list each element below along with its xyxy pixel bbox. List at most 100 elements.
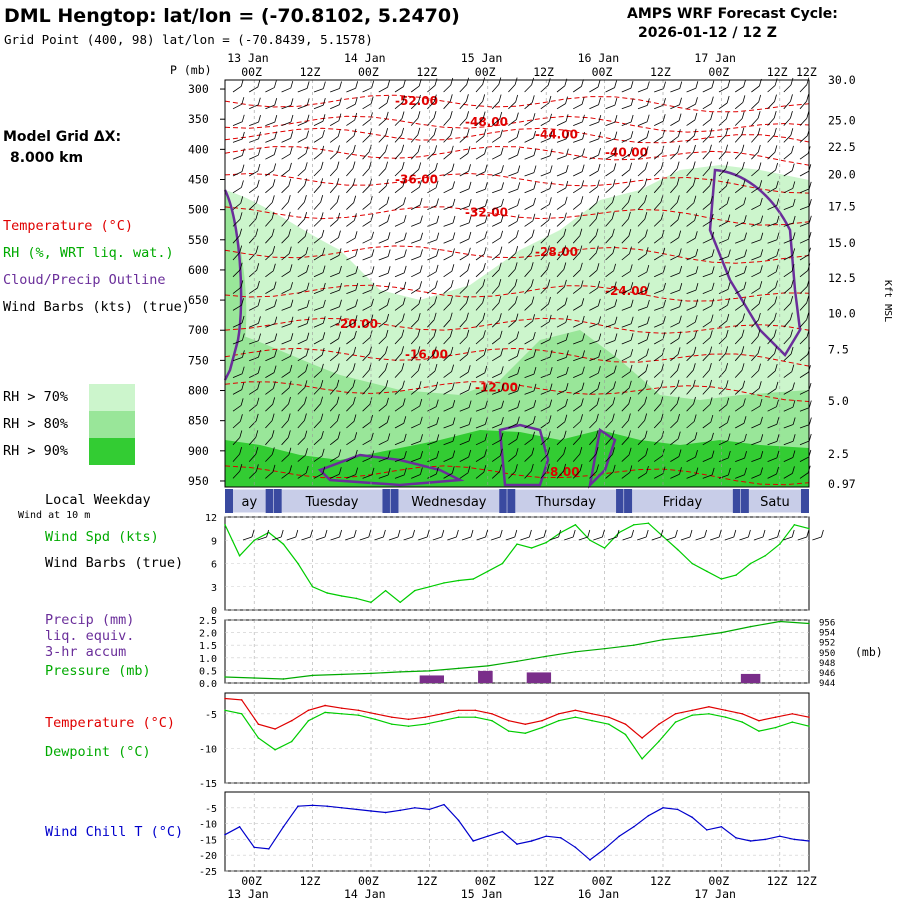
wind-barb <box>443 336 451 345</box>
wind-barb-flag <box>354 231 358 239</box>
wind-barb <box>329 386 338 395</box>
wind-barb-flag <box>402 179 406 187</box>
model-grid-value: 8.000 km <box>10 150 83 166</box>
wind-barb <box>670 185 678 194</box>
wind-barb <box>232 405 242 412</box>
weekday-label: Friday <box>663 495 703 510</box>
pressure-tick-label: 750 <box>188 353 209 367</box>
wind-barb-flag <box>355 282 359 291</box>
top-time-label: 00Z <box>241 65 262 79</box>
wind-barb <box>410 405 420 412</box>
wind-barb <box>589 471 597 479</box>
windchill-series-point <box>706 829 708 831</box>
wind-barb <box>702 289 713 294</box>
wind-barb-flag <box>532 213 536 221</box>
wind-barb <box>734 151 743 160</box>
wind-barb-flag <box>596 413 599 421</box>
wind-barb-flag <box>304 396 307 404</box>
wind-barb-flag <box>401 127 405 136</box>
height-tick-label: 22.5 <box>828 140 856 154</box>
bottom-time-label: 12Z <box>767 874 788 888</box>
wind-barb <box>734 168 743 177</box>
wind-barb <box>670 152 678 160</box>
temperature-series-point <box>574 709 577 712</box>
wind-barb-flag <box>467 263 471 271</box>
wind-barb <box>751 474 761 479</box>
wind-barb <box>265 340 275 345</box>
wind-barb-flag <box>790 329 793 337</box>
wind-barb-flag <box>790 111 793 119</box>
wind-barb <box>605 372 615 378</box>
wind-speed-series-point <box>253 539 255 542</box>
pressure-unit-label: (mb) <box>855 645 883 659</box>
dewpoint-series-point <box>791 721 794 723</box>
wind-barb-flag <box>336 161 340 169</box>
wind-barb <box>734 405 744 412</box>
wind-barb <box>653 152 663 160</box>
wind-barb-flag <box>274 316 278 324</box>
height-tick-label: 12.5 <box>828 271 856 285</box>
wind-barb <box>443 319 451 328</box>
wind-barb-flag <box>582 131 585 140</box>
top-date-label: 15 Jan <box>461 51 503 65</box>
weekday-band <box>224 488 275 514</box>
wind-barb <box>589 218 597 227</box>
pressure-series-point <box>574 650 577 653</box>
weekday-label: Satu <box>760 495 790 510</box>
wind-barb-flag <box>272 246 276 254</box>
bottom-time-label: 12Z <box>300 874 321 888</box>
temperature-series-point <box>257 723 260 725</box>
wind-barb <box>686 321 696 328</box>
surface-wind-barb-flag <box>514 529 518 538</box>
wind-barb <box>410 336 419 345</box>
wind-barb-flag <box>516 416 520 424</box>
wind-barb-flag <box>271 447 275 455</box>
wind-barb <box>443 457 453 462</box>
wind-barb-flag <box>564 279 567 288</box>
wind-barb-flag <box>582 333 585 341</box>
wind-barb-flag <box>613 365 617 373</box>
wind-barb <box>427 353 435 362</box>
wind-barb-flag <box>321 229 325 238</box>
wind-barb <box>589 287 598 294</box>
wind-barb <box>799 188 810 194</box>
wind-speed-series-point <box>501 562 504 565</box>
pressure-tick-label: 954 <box>819 629 835 639</box>
wind-barb <box>265 185 274 194</box>
windchill-series-point <box>355 808 358 811</box>
wind-barb-flag <box>417 312 421 321</box>
wind-barb <box>362 220 372 227</box>
wind-barb <box>767 222 778 227</box>
wind-barb <box>670 370 678 378</box>
wind-barb-flag <box>239 262 243 270</box>
wind-barb-flag <box>580 398 584 406</box>
wind-barb <box>232 356 243 362</box>
cycle-value: 2026-01-12 / 12 Z <box>638 25 777 41</box>
wind-barb-flag <box>565 180 569 189</box>
wind-barb <box>767 388 777 395</box>
wind-barb <box>605 235 613 244</box>
wind-barb <box>248 86 259 93</box>
wind-barb-flag <box>449 329 453 337</box>
surface-wind-barb-flag <box>426 529 430 538</box>
wind-barb <box>329 338 339 345</box>
wind-barb <box>297 387 306 395</box>
wind-barb-flag <box>419 416 423 424</box>
wind-barb <box>540 339 550 345</box>
wind-barb <box>248 186 258 194</box>
wind-barb <box>718 474 729 479</box>
wind-barb-flag <box>433 94 437 102</box>
dewpoint-series-point <box>591 719 593 722</box>
wind-barb-flag <box>322 282 326 291</box>
wind-barb <box>265 420 273 429</box>
wind-barb-flag <box>710 196 713 204</box>
wind-barb <box>734 186 744 194</box>
surface-wind-barb <box>637 536 647 541</box>
wind-barb-flag <box>790 94 793 102</box>
pressure-tick-label: 650 <box>188 293 209 307</box>
wind-barb-flag <box>660 413 664 421</box>
wind-barb <box>475 440 486 446</box>
temperature-series-point <box>674 712 677 715</box>
wind-barb <box>281 201 289 210</box>
wind-barb-flag <box>288 228 292 237</box>
